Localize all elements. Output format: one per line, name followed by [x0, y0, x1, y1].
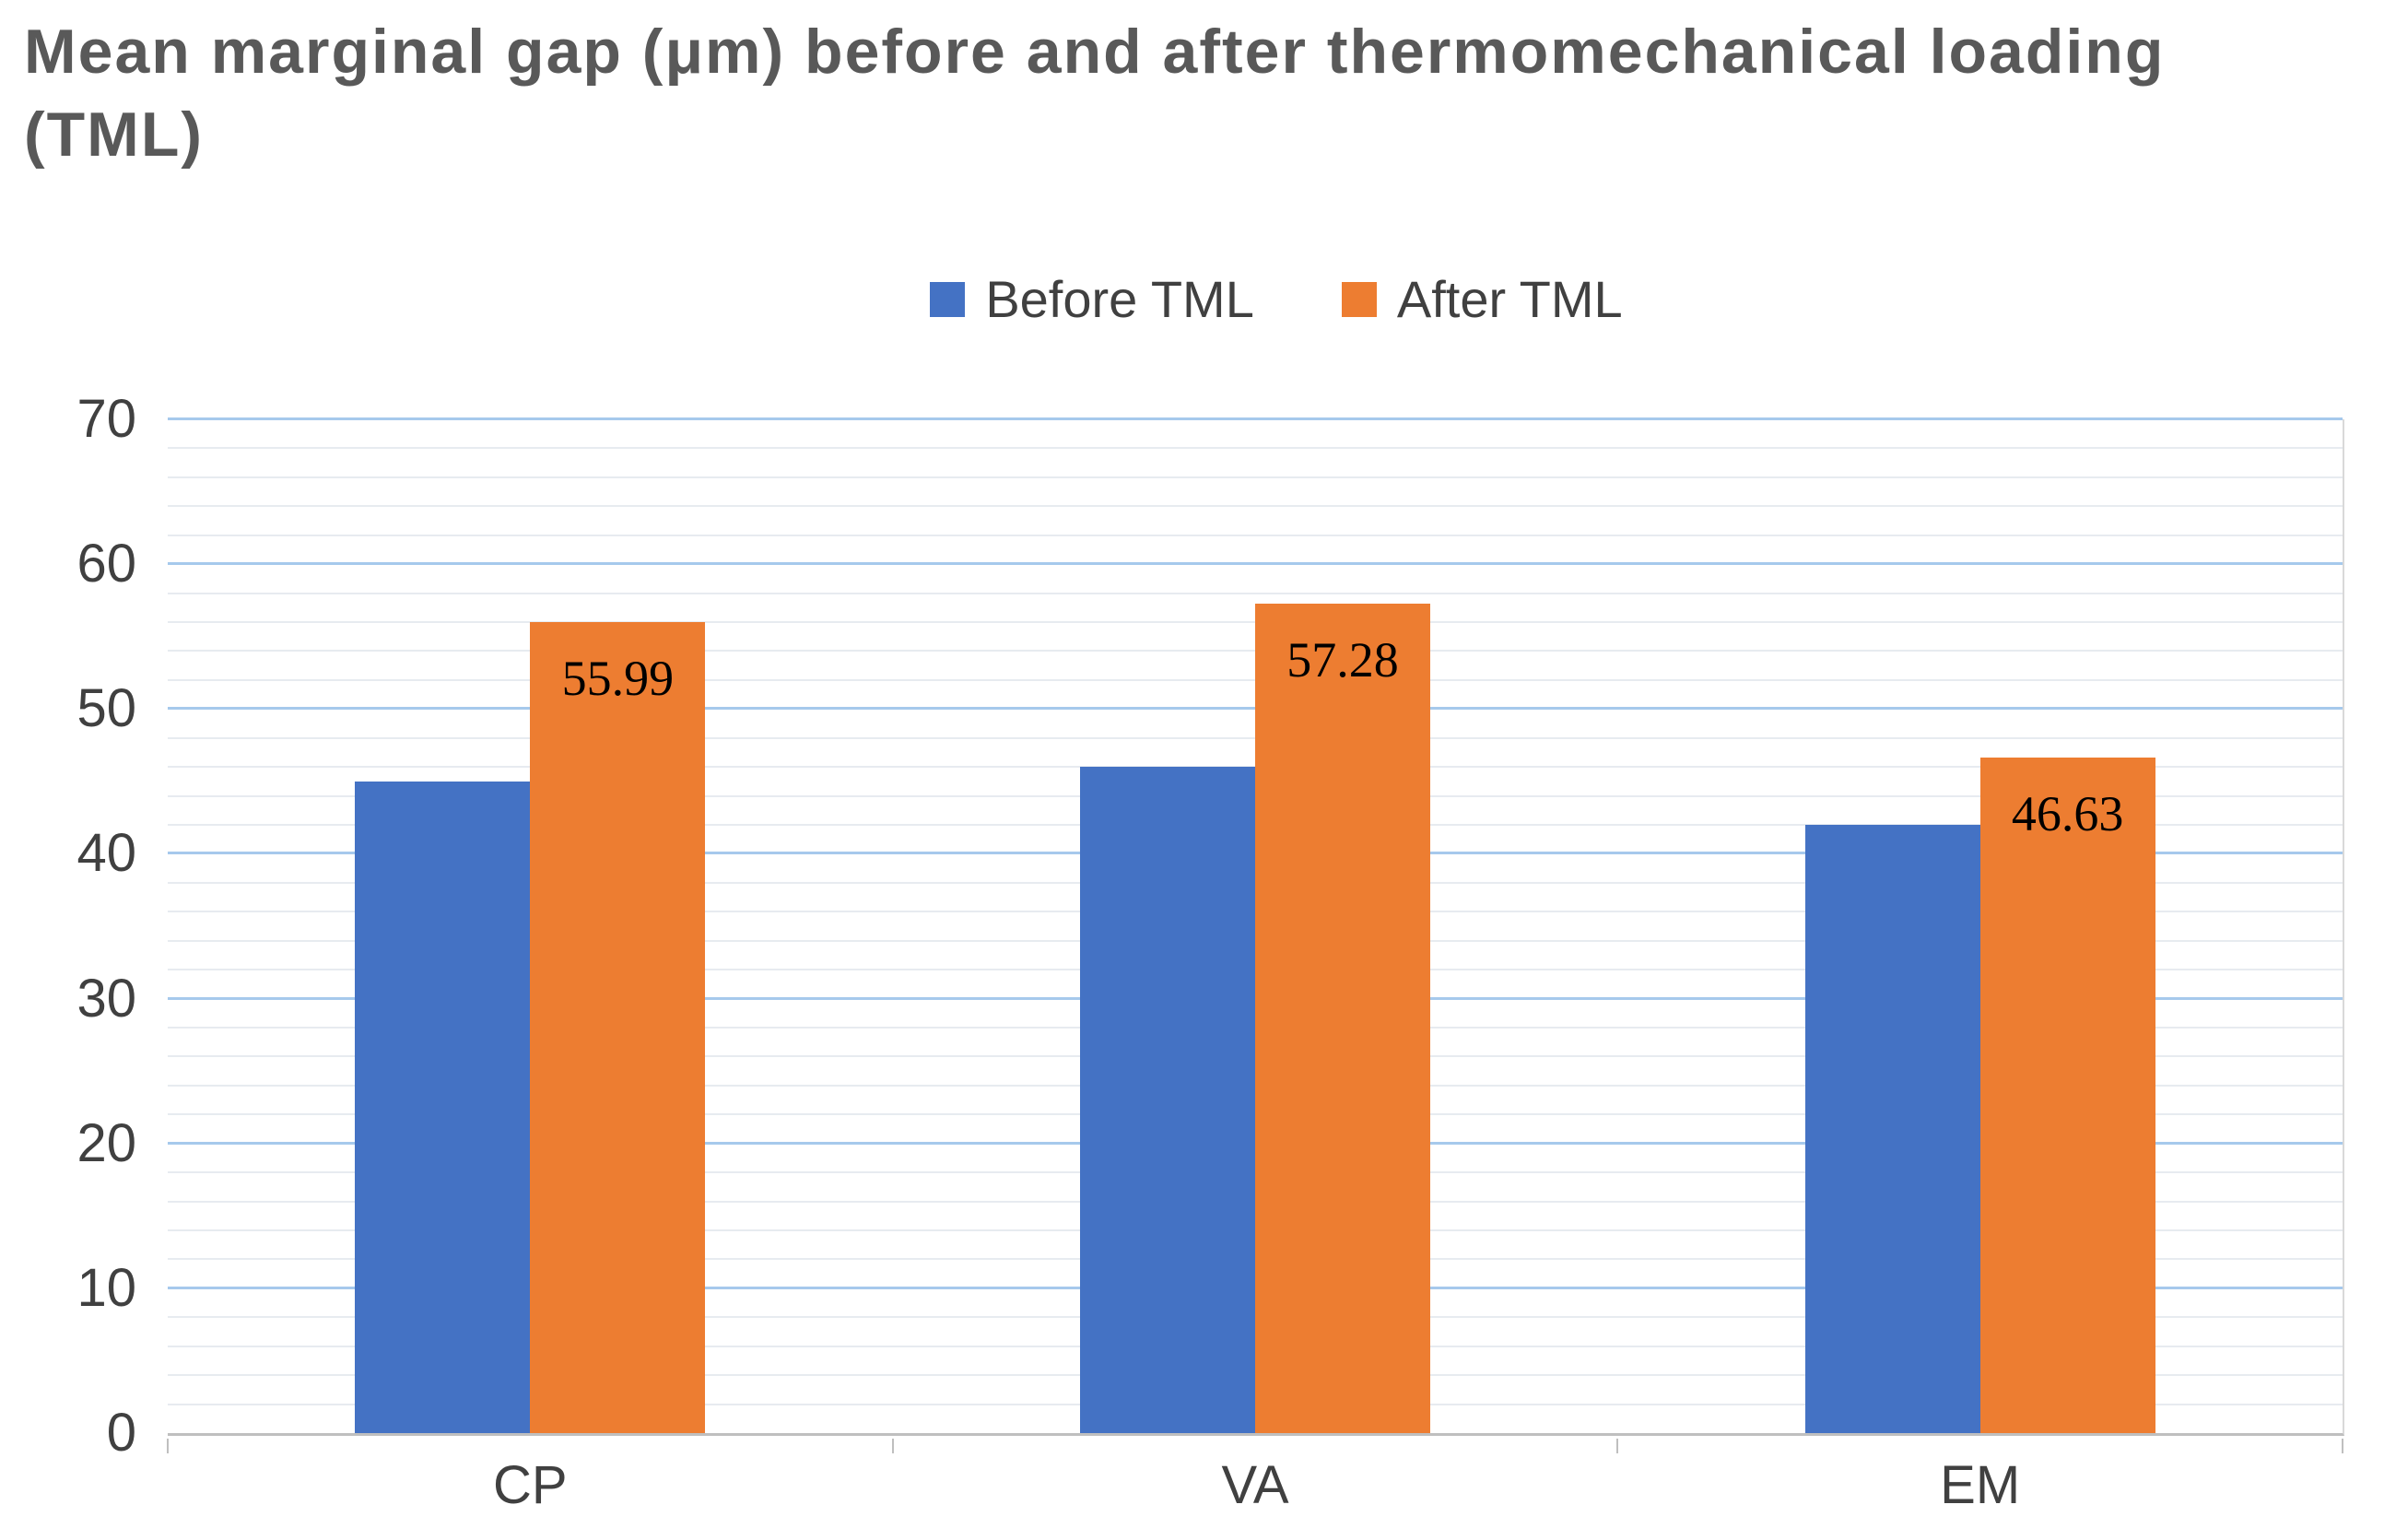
y-axis-tick-label: 60 [76, 534, 136, 594]
y-axis-tick-label: 30 [76, 968, 136, 1029]
x-axis-labels: CP VA EM [168, 1454, 2343, 1516]
legend: Before TML After TML [0, 269, 2396, 329]
legend-swatch-before-tml [930, 281, 966, 317]
x-axis-tick [2342, 1439, 2343, 1453]
legend-label-before-tml: Before TML [985, 270, 1254, 328]
y-axis-tick-label: 50 [76, 678, 136, 739]
minor-gridline [168, 476, 2343, 478]
minor-gridline [168, 505, 2343, 508]
data-label-cp: 55.99 [561, 651, 675, 707]
legend-item-before-tml: Before TML [930, 269, 1254, 329]
minor-gridline [168, 592, 2343, 594]
bar-after-tml-em: 46.63 [1979, 758, 2155, 1433]
x-axis-tick [891, 1439, 894, 1453]
major-gridline [168, 417, 2343, 420]
bar-group-cp: 55.99 [168, 419, 893, 1433]
chart-title: Mean marginal gap (μm) before and after … [24, 17, 2166, 170]
plot-area: 55.99 57.28 46.63 [167, 417, 2344, 1453]
y-axis-tick-label: 0 [106, 1403, 136, 1463]
minor-gridline [168, 534, 2343, 536]
bar-after-tml-cp: 55.99 [530, 622, 706, 1433]
bar-group-va: 57.28 [893, 419, 1618, 1433]
y-axis-tick-label: 40 [76, 823, 136, 884]
bar-before-tml-em [1804, 825, 1980, 1433]
x-axis-category-label-cp: CP [493, 1455, 568, 1515]
bar-before-tml-va [1080, 767, 1255, 1433]
bars-layer: 55.99 57.28 46.63 [168, 419, 2343, 1433]
legend-item-after-tml: After TML [1341, 269, 1623, 329]
minor-gridline [168, 447, 2343, 450]
major-gridline [168, 562, 2343, 566]
bar-after-tml-va: 57.28 [1255, 603, 1430, 1433]
x-axis-tick [167, 1439, 169, 1453]
bar-before-tml-cp [355, 781, 531, 1433]
legend-swatch-after-tml [1341, 281, 1377, 317]
y-axis-tick-label: 20 [76, 1112, 136, 1173]
y-axis-tick-label: 70 [76, 389, 136, 449]
y-axis-labels: 0 10 20 30 40 50 60 70 [0, 389, 136, 1463]
x-axis-category-label-em: EM [1940, 1455, 2021, 1515]
y-axis-tick-label: 10 [76, 1257, 136, 1318]
legend-label-after-tml: After TML [1396, 270, 1623, 328]
data-label-em: 46.63 [2011, 786, 2124, 842]
data-label-va: 57.28 [1286, 631, 1399, 688]
x-axis-tick [1616, 1439, 1619, 1453]
x-axis-category-label-va: VA [1221, 1455, 1289, 1515]
bar-group-em: 46.63 [1617, 419, 2343, 1433]
